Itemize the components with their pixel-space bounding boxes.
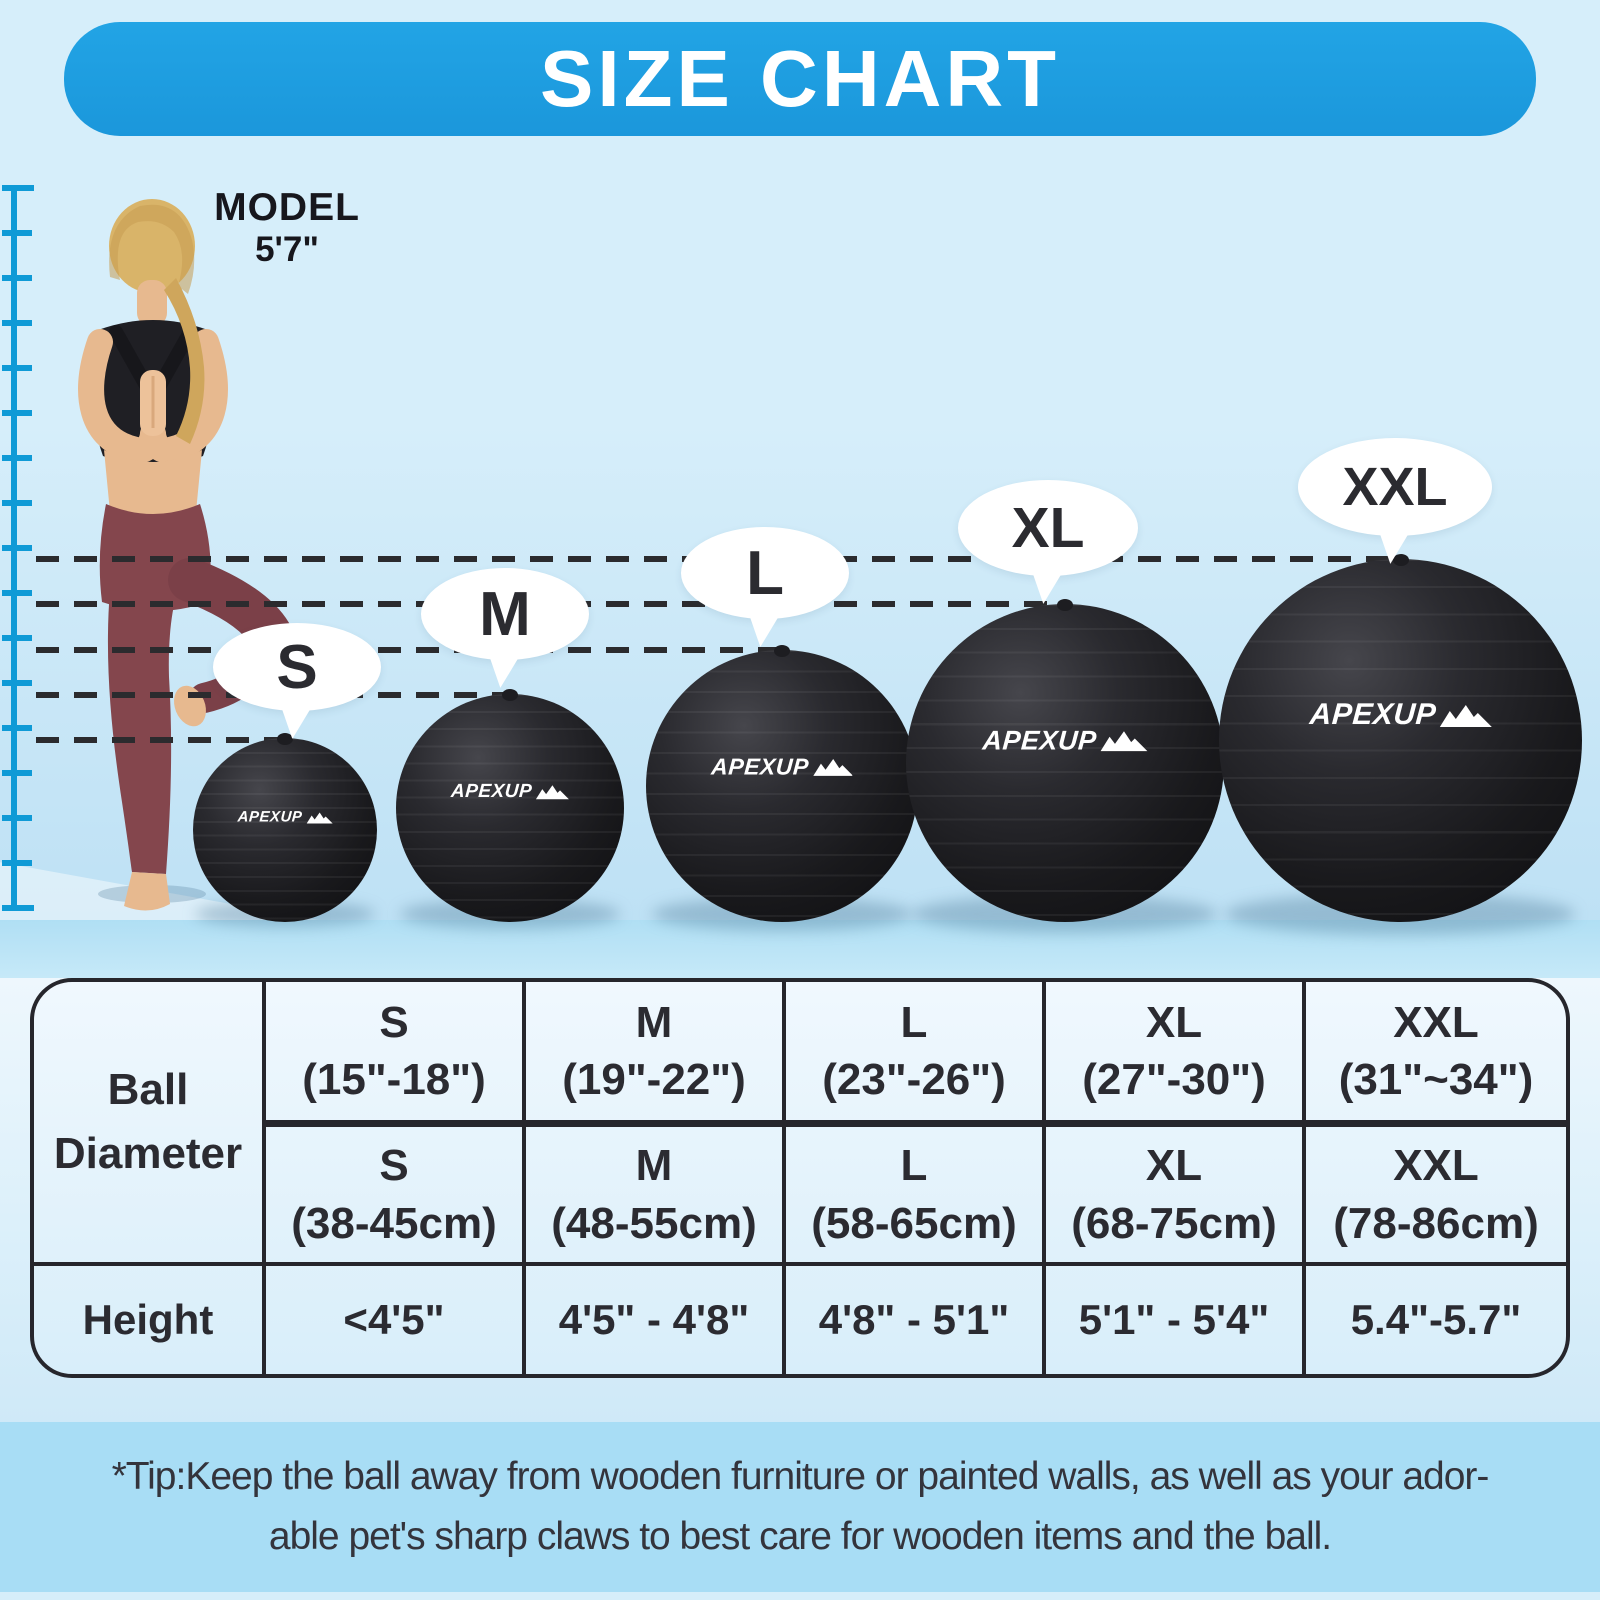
table-cell-diameter-in-s: S (15"-18") <box>266 982 526 1127</box>
table-cell-height-xl: 5'1" - 5'4" <box>1046 1266 1306 1374</box>
mountain-icon <box>536 785 570 800</box>
size-table: Ball Diameter S (15"-18") M (19"-22") L (23… <box>30 978 1570 1378</box>
mountain-icon <box>812 759 853 777</box>
table-row-header-diameter: Ball Diameter <box>34 982 266 1266</box>
table-cell-diameter-in-m: M (19"-22") <box>526 982 786 1127</box>
ball-m: APEXUP <box>396 689 624 922</box>
bubble-label: S <box>276 632 318 702</box>
ground-strip <box>0 920 1600 978</box>
size-bubble-l: L <box>681 527 849 619</box>
dashed-line-l <box>36 647 784 653</box>
ball-l: APEXUP <box>646 645 918 922</box>
ball-xl: APEXUP <box>906 599 1224 922</box>
height-ruler-icon <box>2 185 34 911</box>
brand-logo: APEXUP <box>710 753 853 780</box>
brand-name: APEXUP <box>710 753 810 780</box>
size-bubble-xxl: XXL <box>1298 438 1492 536</box>
table-cell-diameter-cm-l: L (58-65cm) <box>786 1127 1046 1266</box>
tip-text-line1: *Tip:Keep the ball away from wooden furn… <box>111 1454 1490 1498</box>
bubble-label: XL <box>1011 496 1085 560</box>
table-row-header-height: Height <box>34 1266 266 1374</box>
brand-logo: APEXUP <box>1308 698 1492 732</box>
table-cell-height-m: 4'5" - 4'8" <box>526 1266 786 1374</box>
ball-valve <box>1057 599 1073 611</box>
model-label: MODEL 5'7" <box>192 186 382 270</box>
page-title: SIZE CHART <box>540 34 1060 123</box>
ball-valve <box>502 689 518 701</box>
table-cell-height-s: <4'5" <box>266 1266 526 1374</box>
table-cell-diameter-cm-s: S (38-45cm) <box>266 1127 526 1266</box>
ball-s: APEXUP <box>193 733 377 922</box>
mountain-icon <box>1439 705 1492 728</box>
table-cell-diameter-cm-xxl: XXL (78-86cm) <box>1306 1127 1566 1266</box>
model-label-text: MODEL <box>214 186 360 229</box>
table-cell-diameter-in-xl: XL (27"-30") <box>1046 982 1306 1127</box>
diameter-row-label: Ball Diameter <box>53 1065 243 1178</box>
brand-logo: APEXUP <box>237 808 333 826</box>
title-banner: SIZE CHART <box>64 22 1536 136</box>
dashed-line-s <box>36 737 288 743</box>
height-row-label: Height <box>82 1295 214 1343</box>
bubble-label: L <box>746 538 784 608</box>
brand-logo: APEXUP <box>981 725 1148 756</box>
brand-name: APEXUP <box>1308 698 1437 732</box>
brand-name: APEXUP <box>981 725 1098 756</box>
model-height-label: 5'7" <box>255 230 319 269</box>
size-bubble-s: S <box>213 623 381 711</box>
table-cell-height-l: 4'8" - 5'1" <box>786 1266 1046 1374</box>
table-cell-height-xxl: 5.4"-5.7" <box>1350 1295 1522 1343</box>
size-bubble-xl: XL <box>958 480 1138 576</box>
table-cell-diameter-cm-xl: XL (68-75cm) <box>1046 1127 1306 1266</box>
table-cell-diameter-in-xxl: XXL (31"~34") <box>1306 982 1566 1127</box>
brand-name: APEXUP <box>237 808 303 826</box>
ball-xxl: APEXUP <box>1219 554 1582 922</box>
footer-strip <box>0 1592 1600 1600</box>
brand-name: APEXUP <box>450 781 533 803</box>
tip-text-line2: able pet's sharp claws to best care for … <box>268 1515 1332 1558</box>
mountain-icon <box>1100 731 1148 752</box>
size-bubble-m: M <box>421 568 589 660</box>
table-cell-diameter-in-l: L (23"-26") <box>786 982 1046 1127</box>
brand-logo: APEXUP <box>450 781 570 803</box>
tip-band: *Tip:Keep the ball away from wooden furn… <box>0 1422 1600 1592</box>
bubble-label: XXL <box>1342 457 1448 517</box>
mountain-icon <box>306 812 333 824</box>
ball-valve <box>774 645 790 657</box>
bubble-label: M <box>479 579 531 649</box>
table-cell-diameter-cm-m: M (48-55cm) <box>526 1127 786 1266</box>
